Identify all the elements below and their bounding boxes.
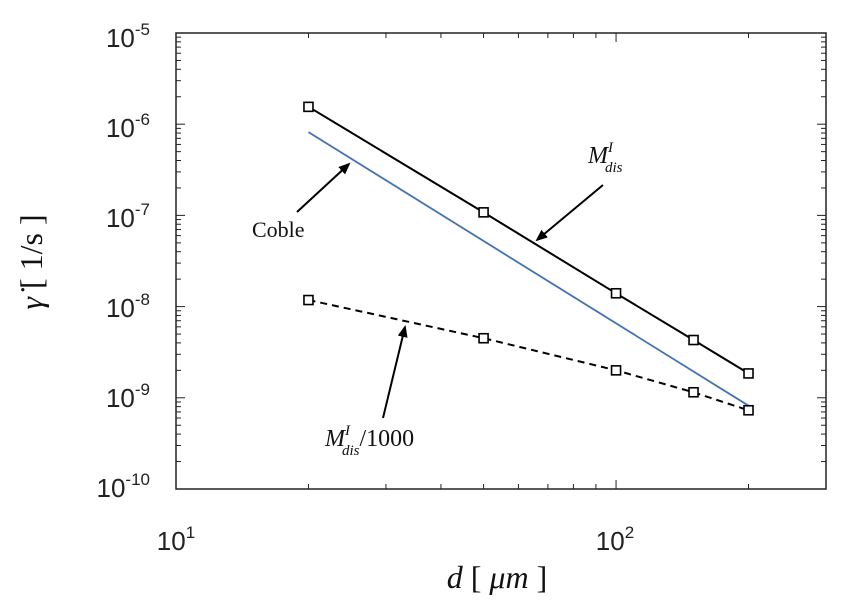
series-line-mdis1000 xyxy=(308,299,749,412)
y-tick-label-1e-6: 10-6 xyxy=(106,110,150,143)
x-tick-label-100: 102 xyxy=(596,523,634,556)
y-tick-label-1e-5: 10-5 xyxy=(106,20,150,53)
series-point-mdis xyxy=(610,287,622,299)
series-point-mdis xyxy=(478,207,489,218)
series-point-mdis xyxy=(688,334,699,346)
series-point-mdis1000 xyxy=(743,404,754,416)
series-line-mdis xyxy=(307,105,750,375)
annotation-arrow-mdis-1000 xyxy=(382,325,408,419)
x-tick-label-10: 101 xyxy=(157,523,195,556)
annotation-coble: Coble xyxy=(252,217,305,242)
plot-area xyxy=(175,32,827,490)
y-tick-label-1e-10: 10-10 xyxy=(97,470,151,503)
annotation-arrow-mdis xyxy=(535,184,604,242)
y-tick-label-1e-8: 10-8 xyxy=(106,290,150,323)
annotation-arrow-coble xyxy=(296,162,351,213)
x-axis-label: d [ μm ] xyxy=(447,559,547,595)
series-line-coble xyxy=(308,131,749,407)
annotation-mdis-1000: MI dis/1000 xyxy=(324,423,414,459)
y-axis-label: γ̇ [ 1/s ] xyxy=(13,214,49,309)
series-point-mdis1000 xyxy=(478,332,489,344)
series-point-mdis1000 xyxy=(610,365,622,376)
series-point-mdis xyxy=(743,368,754,379)
y-tick-label-1e-7: 10-7 xyxy=(106,200,150,233)
series-point-mdis1000 xyxy=(303,294,314,306)
series-point-mdis1000 xyxy=(688,386,699,398)
series-point-mdis xyxy=(303,101,314,113)
y-tick-label-1e-9: 10-9 xyxy=(106,380,150,413)
annotation-mdis: MI dis xyxy=(587,140,623,176)
